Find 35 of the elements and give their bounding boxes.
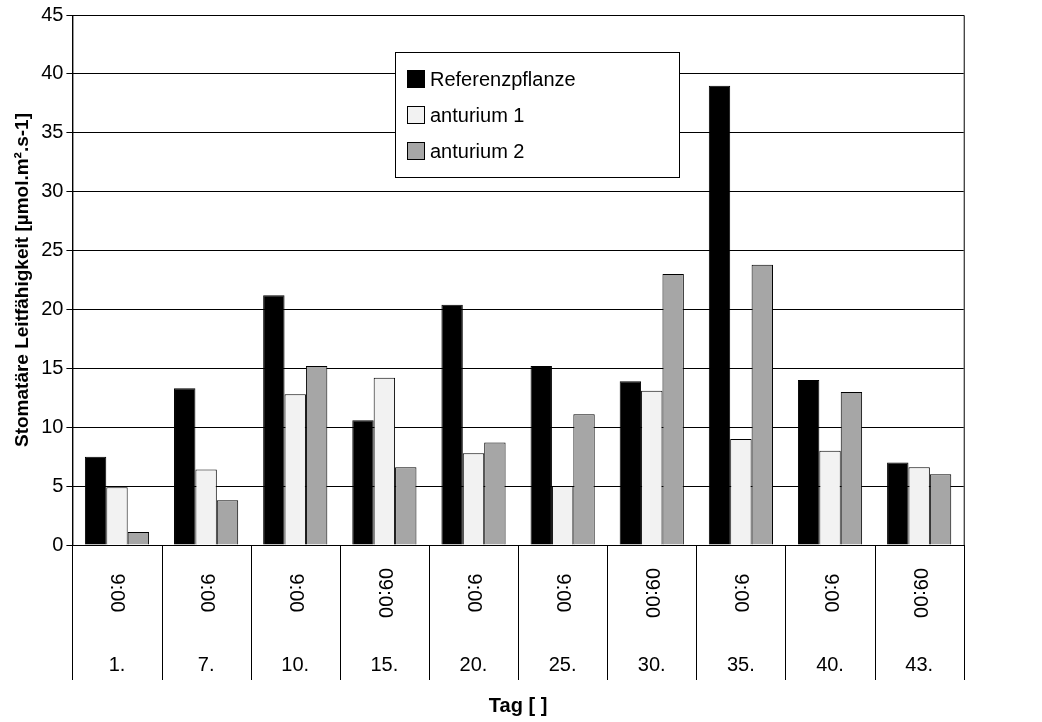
x-tick-label: 7.: [197, 652, 215, 675]
text: 9:00: [196, 573, 219, 613]
x-tick-label: 20.: [459, 652, 488, 675]
y-tick-label: 10: [41, 414, 64, 437]
y-tick-label: 5: [52, 473, 64, 496]
x-tick-label: 25.: [548, 652, 577, 675]
text: 09:00: [374, 567, 397, 619]
x-tick-label: 40.: [816, 652, 844, 675]
text: 9:00: [285, 573, 308, 613]
y-tick-label: 45: [41, 2, 64, 25]
text: 9:00: [463, 573, 486, 613]
x-tick-label: 30.: [637, 652, 666, 675]
text: 9:00: [553, 573, 576, 613]
x-tick-label: 35.: [727, 652, 755, 675]
legend-label: Referenzpflanze: [430, 67, 576, 92]
y-axis-title: Stomatäre Leitfähigkeit [µmol.m².s-1]: [11, 112, 32, 448]
x-tick-label: 1.: [108, 652, 126, 675]
legend-label: anturium 1: [430, 103, 525, 128]
y-tick-label: 20: [41, 296, 64, 319]
y-tick-label: 25: [41, 238, 64, 261]
text: 09:00: [909, 567, 932, 619]
legend-label: anturium 2: [430, 139, 525, 164]
y-tick-label: 35: [41, 120, 64, 143]
y-tick-label: 15: [41, 355, 64, 378]
text: 9:00: [107, 573, 130, 613]
y-tick-label: 30: [41, 179, 64, 202]
x-tick-label: 43.: [905, 652, 934, 675]
text: 9:00: [731, 573, 754, 613]
y-tick-label: 40: [41, 61, 64, 84]
x-axis-title: Tag [ ]: [488, 693, 548, 716]
text: 9:00: [820, 573, 843, 613]
x-tick-label: 15.: [370, 652, 399, 675]
y-tick-label: 0: [52, 532, 64, 555]
text: 09:00: [642, 567, 665, 619]
x-tick-label: 10.: [281, 652, 310, 675]
